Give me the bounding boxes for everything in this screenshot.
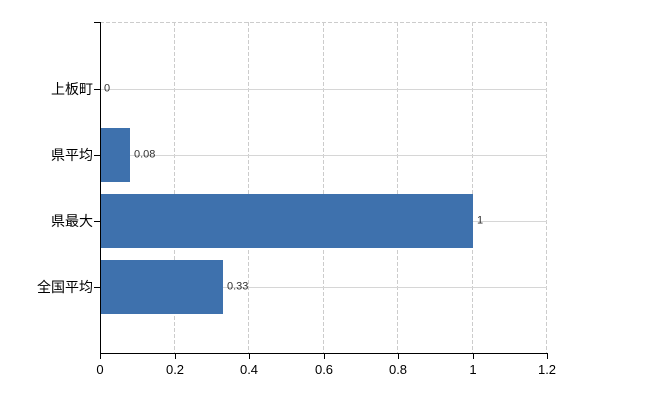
plot-right-border bbox=[546, 22, 547, 353]
x-tick-label: 0.2 bbox=[165, 362, 185, 377]
x-tick bbox=[398, 354, 399, 359]
gridline-h bbox=[100, 155, 547, 156]
x-tick-label: 0.4 bbox=[239, 362, 259, 377]
x-tick bbox=[324, 354, 325, 359]
x-tick bbox=[175, 354, 176, 359]
x-axis-line bbox=[100, 353, 548, 354]
category-label: 県平均 bbox=[51, 147, 93, 163]
bar bbox=[100, 260, 223, 314]
y-tick bbox=[94, 155, 100, 156]
gridline-v bbox=[397, 22, 398, 353]
gridline-v bbox=[323, 22, 324, 353]
plot-area: 0 0.08 1 0.33 bbox=[100, 22, 547, 353]
gridline-v bbox=[248, 22, 249, 353]
y-axis-top-tick bbox=[94, 22, 100, 23]
bar-value-label: 0 bbox=[104, 82, 111, 95]
gridline-h bbox=[100, 89, 547, 90]
x-tick bbox=[547, 354, 548, 359]
y-tick bbox=[94, 287, 100, 288]
gridline-v bbox=[472, 22, 473, 353]
x-tick-label: 0.8 bbox=[388, 362, 408, 377]
x-tick bbox=[473, 354, 474, 359]
x-tick-label: 1.2 bbox=[537, 362, 557, 377]
bar-value-label: 0.33 bbox=[227, 280, 249, 293]
bar bbox=[100, 128, 130, 182]
bar-value-label: 1 bbox=[477, 214, 484, 227]
category-label: 県最大 bbox=[51, 213, 93, 229]
x-tick bbox=[100, 354, 101, 359]
category-label: 全国平均 bbox=[37, 279, 93, 295]
gridline-v bbox=[174, 22, 175, 353]
x-tick-label: 1 bbox=[469, 362, 477, 377]
bar-value-label: 0.08 bbox=[134, 148, 156, 161]
y-axis-line bbox=[100, 22, 101, 354]
category-label: 上板町 bbox=[51, 81, 93, 97]
x-tick-label: 0 bbox=[96, 362, 104, 377]
y-tick bbox=[94, 221, 100, 222]
x-tick bbox=[249, 354, 250, 359]
bar bbox=[100, 194, 473, 248]
gridline-h bbox=[100, 287, 547, 288]
x-tick-label: 0.6 bbox=[314, 362, 334, 377]
y-tick bbox=[94, 89, 100, 90]
